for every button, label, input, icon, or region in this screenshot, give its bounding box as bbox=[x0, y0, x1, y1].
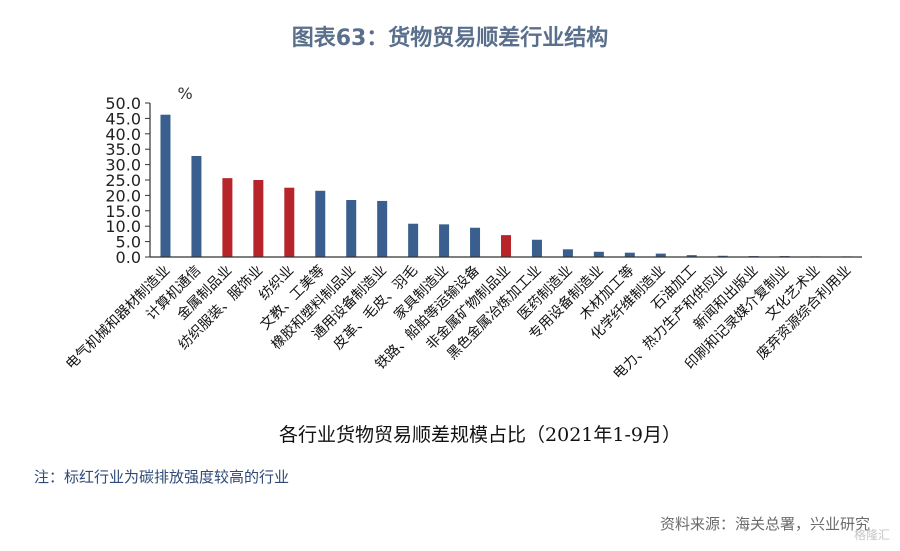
source-note: 资料来源：海关总署，兴业研究 bbox=[659, 515, 870, 533]
y-tick-label: 20.0 bbox=[105, 186, 141, 205]
y-tick-label: 35.0 bbox=[105, 140, 141, 159]
unit-label: % bbox=[177, 84, 192, 103]
bar bbox=[253, 180, 264, 257]
bar-series bbox=[160, 114, 852, 258]
x-axis-title: 各行业货物贸易顺差规模占比（2021年1-9月） bbox=[279, 424, 681, 446]
bar bbox=[501, 235, 511, 257]
x-tick-labels: 电气机械和器材制造业计算机通信金属制品业纺织服装、服饰业纺织业文教、工美等橡胶和… bbox=[63, 262, 854, 383]
y-tick-label: 30.0 bbox=[105, 156, 141, 175]
y-tick-label: 40.0 bbox=[105, 125, 141, 144]
bar bbox=[315, 190, 326, 257]
bar bbox=[284, 187, 295, 257]
y-tick-label: 0.0 bbox=[116, 248, 141, 267]
bar bbox=[531, 239, 542, 257]
bar bbox=[562, 249, 573, 257]
chart-title: 图表63：货物贸易顺差行业结构 bbox=[291, 26, 609, 51]
bar bbox=[346, 200, 357, 257]
bar bbox=[408, 223, 419, 257]
bar bbox=[593, 251, 604, 257]
y-tick-label: 25.0 bbox=[105, 171, 141, 190]
bar bbox=[655, 253, 666, 257]
y-tick-label: 5.0 bbox=[116, 233, 141, 252]
y-tick-label: 10.0 bbox=[105, 217, 141, 236]
bar bbox=[624, 252, 635, 257]
y-tick-label: 45.0 bbox=[105, 109, 141, 128]
watermark-logo: 格隆汇 bbox=[853, 528, 890, 542]
bar bbox=[191, 155, 202, 257]
y-tick-label: 50.0 bbox=[105, 94, 141, 113]
bar bbox=[470, 227, 481, 257]
bar bbox=[160, 114, 171, 257]
bar bbox=[439, 224, 450, 257]
bar bbox=[686, 255, 697, 257]
y-tick-label: 15.0 bbox=[105, 202, 141, 221]
bar bbox=[717, 255, 728, 257]
bar bbox=[377, 200, 388, 257]
bar bbox=[222, 178, 233, 257]
y-axis: 0.05.010.015.020.025.030.035.040.045.050… bbox=[105, 94, 151, 267]
footnote: 注：标红行业为碳排放强度较高的行业 bbox=[34, 468, 290, 486]
